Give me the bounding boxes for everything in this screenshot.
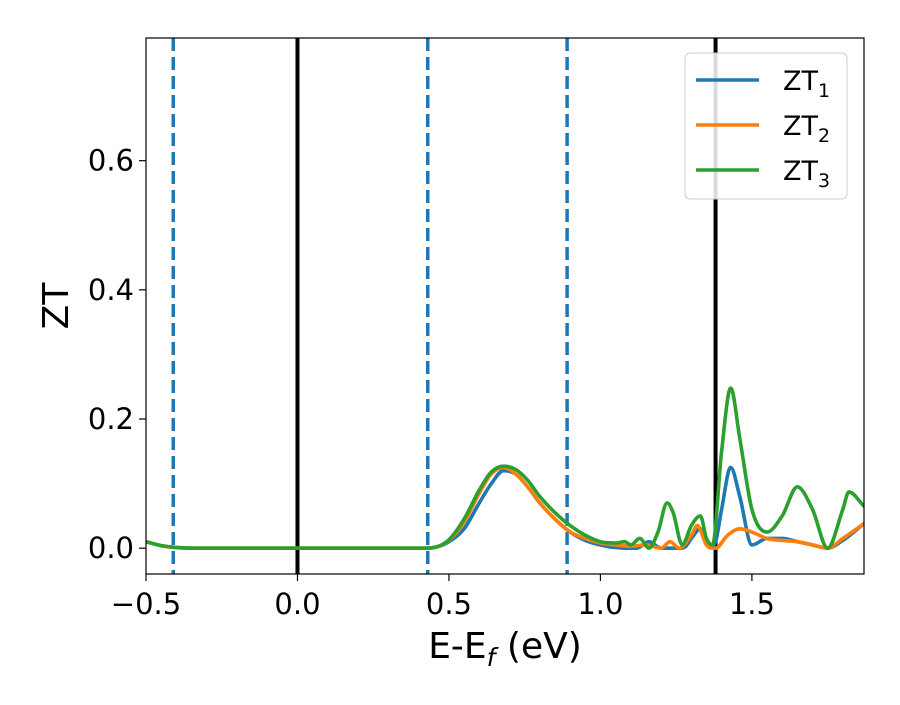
x-tick-label: −0.5 — [111, 587, 181, 621]
y-tick-label: 0.6 — [88, 144, 134, 178]
legend-label-zt2: ZT2 — [783, 111, 830, 147]
series-line-zt1 — [146, 465, 864, 551]
legend-label-zt3: ZT3 — [783, 156, 830, 192]
y-axis-label: ZT — [36, 282, 77, 330]
legend-label-zt1: ZT1 — [783, 66, 830, 102]
x-tick-label: 0.5 — [426, 587, 472, 621]
y-tick-label: 0.4 — [88, 273, 134, 307]
legend-box — [684, 52, 848, 200]
x-tick-label: 1.5 — [729, 587, 775, 621]
y-tick-label: 0.0 — [88, 531, 134, 565]
y-tick-label: 0.2 — [88, 402, 134, 436]
x-tick-label: 1.0 — [577, 587, 623, 621]
series-line-zt2 — [146, 465, 864, 550]
legend: ZT1 ZT2 ZT3 — [684, 52, 848, 200]
x-axis-label: E-Ef (eV) — [428, 626, 582, 672]
x-tick-label: 0.0 — [274, 587, 320, 621]
series-line-zt3 — [146, 386, 864, 550]
plot-frame — [145, 37, 865, 575]
